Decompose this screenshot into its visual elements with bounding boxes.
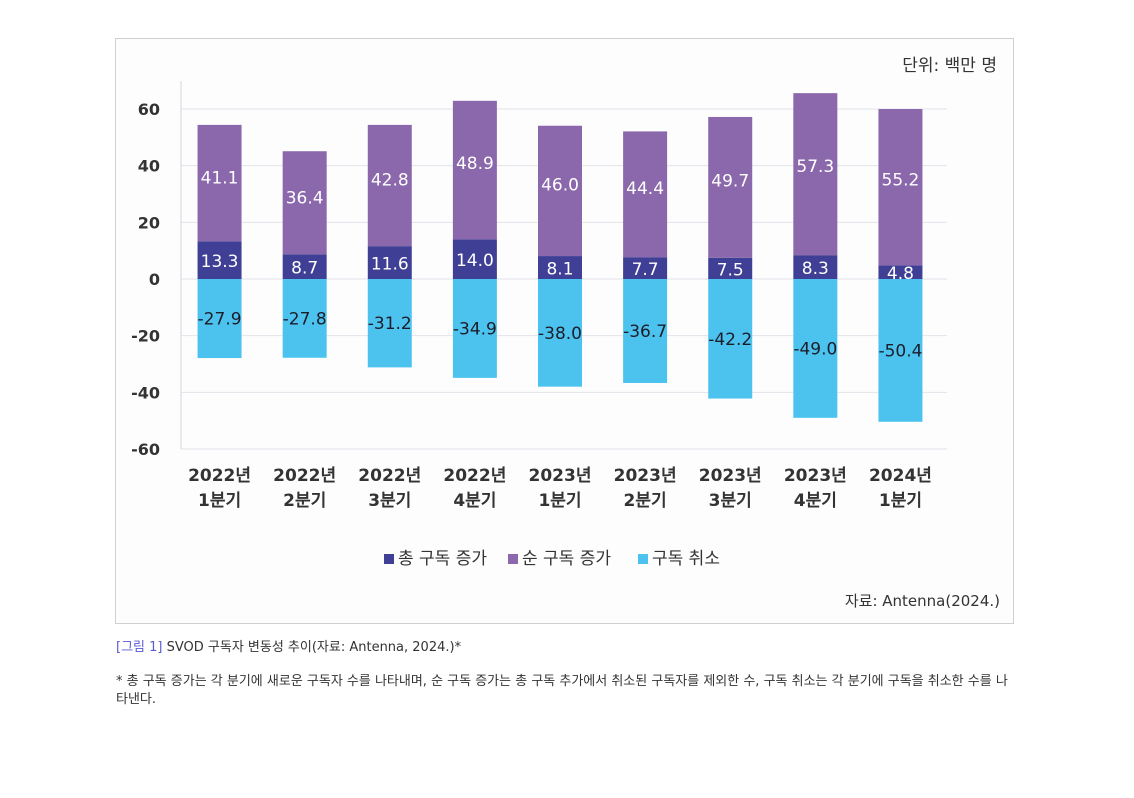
data-label-cancellation: -27.9: [198, 310, 242, 330]
x-tick-label-quarter: 4분기: [453, 491, 496, 511]
unit-label: 단위: 백만 명: [902, 56, 997, 76]
data-label-cancellation: -38.0: [538, 324, 582, 344]
data-label-cancellation: -34.9: [453, 319, 497, 339]
legend-swatch: [384, 554, 394, 564]
bar-net-gain: [452, 100, 497, 240]
bar-total-gain: [793, 255, 838, 279]
bar-cancellation: [282, 279, 327, 358]
data-label-total-gain: 7.5: [717, 260, 744, 280]
data-label-cancellation: -27.8: [283, 309, 327, 329]
footnote: * 총 구독 증가는 각 분기에 새로운 구독자 수를 나타내며, 순 구독 증…: [116, 674, 1008, 707]
data-label-cancellation: -49.0: [793, 339, 837, 359]
legend-label: 총 구독 증가: [398, 549, 487, 569]
figure-caption-text: SVOD 구독자 변동성 추이(자료: Antenna, 2024.)*: [162, 640, 462, 655]
stacked-bar-chart: 60 40 20 0 -20 -40 -60 13.3 41.1 -27.9 2022년 1분기 8.7…: [131, 81, 947, 569]
legend-label: 구독 취소: [652, 549, 720, 569]
x-tick-label-quarter: 3분기: [368, 491, 411, 511]
data-label-cancellation: -50.4: [878, 341, 922, 361]
data-label-net-gain: 55.2: [882, 170, 920, 190]
x-tick-label-quarter: 1분기: [538, 491, 581, 511]
data-label-total-gain: 4.8: [887, 264, 914, 284]
y-tick-label: 20: [138, 213, 160, 232]
bar-cancellation: [708, 279, 753, 399]
figure-tag: [그림 1]: [116, 640, 163, 655]
data-label-cancellation: -31.2: [368, 314, 412, 334]
x-tick-label-year: 2022년: [443, 466, 506, 486]
data-label-total-gain: 8.1: [546, 260, 573, 280]
legend-swatch: [508, 554, 518, 564]
y-tick-label: 0: [149, 270, 160, 289]
x-tick-label-year: 2022년: [188, 466, 251, 486]
x-tick-label-year: 2022년: [273, 466, 336, 486]
y-tick-label: -40: [131, 383, 160, 402]
y-tick-label: -60: [131, 440, 160, 459]
y-tick-label: -20: [131, 327, 160, 346]
x-tick-label-quarter: 2분기: [624, 491, 667, 511]
bar-total-gain: [452, 239, 497, 279]
bar-cancellation: [367, 279, 412, 368]
x-tick-label-quarter: 1분기: [198, 491, 241, 511]
bar-total-gain: [282, 254, 327, 279]
legend-swatch: [638, 554, 648, 564]
bar-cancellation: [452, 279, 497, 378]
bar-cancellation: [878, 279, 923, 422]
data-label-net-gain: 41.1: [201, 168, 239, 188]
data-label-total-gain: 14.0: [456, 251, 494, 271]
data-label-cancellation: -36.7: [623, 322, 667, 342]
x-tick-label-year: 2023년: [529, 466, 592, 486]
x-tick-label-year: 2023년: [784, 466, 847, 486]
x-tick-label-quarter: 1분기: [879, 491, 922, 511]
data-label-net-gain: 48.9: [456, 154, 494, 174]
x-tick-label-year: 2022년: [358, 466, 421, 486]
bar-total-gain: [367, 246, 412, 279]
x-tick-label-year: 2024년: [869, 466, 932, 486]
data-label-net-gain: 46.0: [541, 175, 579, 195]
x-tick-label-quarter: 2분기: [283, 491, 326, 511]
bar-total-gain: [538, 256, 582, 279]
x-tick-label-quarter: 4분기: [794, 491, 837, 511]
bar-total-gain: [197, 241, 242, 279]
bar-net-gain: [623, 131, 668, 258]
bar-total-gain: [708, 257, 753, 279]
bar-net-gain: [197, 124, 242, 242]
data-label-total-gain: 8.3: [802, 259, 829, 279]
data-label-total-gain: 7.7: [632, 260, 659, 280]
x-tick-label-year: 2023년: [699, 466, 762, 486]
bar-cancellation: [197, 279, 242, 359]
bar-net-gain: [878, 109, 923, 266]
data-label-cancellation: -42.2: [708, 330, 752, 350]
data-label-net-gain: 49.7: [711, 171, 749, 191]
data-label-total-gain: 11.6: [371, 255, 409, 275]
data-label-net-gain: 36.4: [286, 189, 324, 209]
bar-cancellation: [538, 279, 582, 387]
bar-total-gain: [623, 257, 668, 279]
bar-total-gain: [878, 265, 923, 279]
data-label-total-gain: 13.3: [201, 252, 239, 272]
x-tick-label-quarter: 3분기: [709, 491, 752, 511]
bar-net-gain: [282, 151, 327, 255]
y-tick-label: 40: [138, 157, 160, 176]
bar-net-gain: [367, 124, 412, 247]
data-label-net-gain: 44.4: [626, 179, 664, 199]
data-label-net-gain: 42.8: [371, 170, 409, 190]
y-tick-label: 60: [138, 100, 160, 119]
bar-net-gain: [708, 116, 753, 258]
bar-cancellation: [623, 279, 668, 383]
bar-net-gain: [538, 125, 582, 257]
source-label: 자료: Antenna(2024.): [844, 592, 1000, 610]
data-label-net-gain: 57.3: [796, 157, 834, 177]
x-tick-label-year: 2023년: [614, 466, 677, 486]
bar-cancellation: [793, 279, 838, 418]
bar-net-gain: [793, 93, 838, 256]
figure-caption: [그림 1] SVOD 구독자 변동성 추이(자료: Antenna, 2024…: [116, 636, 461, 655]
legend-label: 순 구독 증가: [522, 549, 611, 569]
data-label-total-gain: 8.7: [291, 259, 318, 279]
